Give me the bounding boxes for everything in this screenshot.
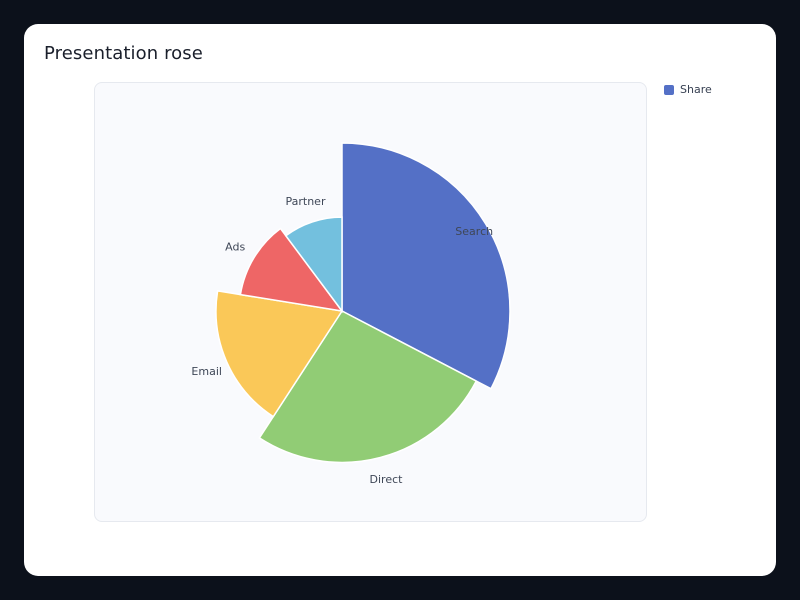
- rose-slices: [215, 142, 511, 464]
- rose-label-search: Search: [455, 225, 493, 238]
- rose-labels: Search Direct Email Ads Partner: [191, 195, 493, 486]
- rose-label-direct: Direct: [370, 473, 404, 486]
- rose-slice-partner[interactable]: [284, 216, 343, 314]
- rose-slice-search[interactable]: [341, 142, 511, 390]
- chart-card: Presentation rose Share Search Direct Emai…: [24, 24, 776, 576]
- rose-label-ads: Ads: [225, 240, 245, 253]
- legend-swatch: [664, 84, 674, 95]
- rose-slice-ads[interactable]: [239, 227, 344, 313]
- chart-title: Presentation rose: [44, 43, 203, 64]
- rose-label-partner: Partner: [286, 195, 326, 208]
- rose-chart: Search Direct Email Ads Partner: [191, 142, 511, 486]
- rose-slice-direct[interactable]: [258, 310, 478, 464]
- legend[interactable]: Share: [664, 83, 712, 96]
- rose-label-email: Email: [191, 365, 222, 378]
- legend-label: Share: [680, 83, 712, 96]
- rose-slice-email[interactable]: [215, 290, 344, 418]
